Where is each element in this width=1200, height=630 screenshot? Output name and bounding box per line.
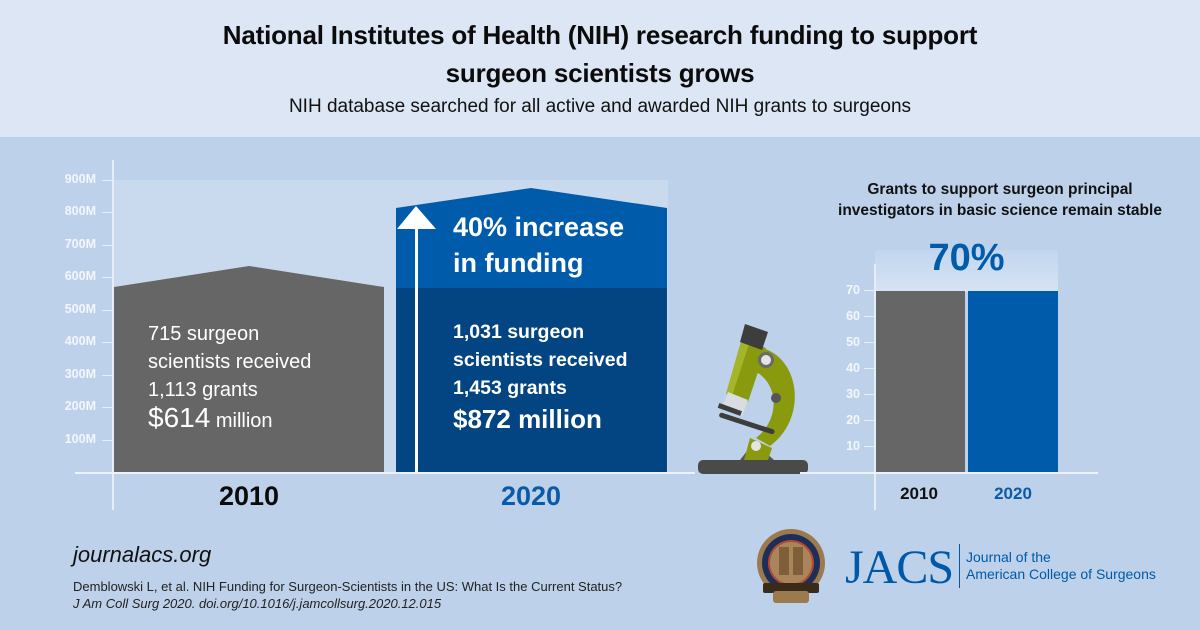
grants-2020: 1,453 grants: [453, 377, 567, 399]
acs-seal-icon: [757, 529, 825, 603]
right-y-tick: [864, 420, 874, 421]
right-y-axis: [874, 264, 876, 510]
increase-headline: 40% increase in funding: [453, 209, 624, 281]
highlight-percent: 70%: [928, 237, 1005, 279]
increase-arrow-head: [397, 206, 436, 229]
title-line-2: surgeon scientists grows: [445, 58, 755, 88]
right-bar-2010: [876, 291, 965, 472]
x-label-2010: 2010: [218, 481, 280, 511]
y-tick-label: 200M: [64, 399, 96, 413]
y-tick-label: 100M: [64, 432, 96, 446]
y-tick-label: 900M: [64, 172, 96, 186]
right-y-tick-label: 10: [846, 439, 860, 453]
right-chart-title: Grants to support surgeon principal inve…: [820, 179, 1180, 221]
y-tick: [102, 407, 112, 408]
y-tick: [102, 277, 112, 278]
bar-2020-bottom: [396, 288, 667, 472]
y-tick-label: 500M: [64, 302, 96, 316]
y-tick: [102, 212, 112, 213]
increase-headline-2: in funding: [453, 248, 584, 278]
bar-2010-label: 715 surgeon scientists received 1,113 gr…: [148, 320, 311, 435]
right-y-tick: [864, 342, 874, 343]
right-plot-background: [875, 250, 1058, 292]
y-tick-label: 700M: [64, 237, 96, 251]
right-y-tick: [864, 368, 874, 369]
right-title-line-1: Grants to support surgeon principal: [867, 181, 1133, 198]
title-line-1: National Institutes of Health (NIH) rese…: [222, 20, 978, 50]
right-y-tick: [864, 290, 874, 291]
scientists-2010: 715 surgeon: [148, 323, 260, 345]
microscope-icon: [698, 324, 808, 474]
y-tick: [102, 440, 112, 441]
journal-website-link[interactable]: journalacs.org: [73, 542, 212, 567]
right-bar-2020: [968, 291, 1058, 472]
bar-2010: [114, 266, 384, 472]
citation-line-2: J Am Coll Surg 2020. doi.org/10.1016/j.j…: [73, 596, 442, 611]
y-tick-label: 600M: [64, 269, 96, 283]
y-tick: [102, 375, 112, 376]
received-2010: scientists received: [148, 351, 312, 373]
bar-2020-label: 1,031 surgeon scientists received 1,453 …: [453, 318, 628, 436]
logo-divider: [959, 544, 960, 588]
right-y-tick: [864, 316, 874, 317]
citation-line-1: Demblowski L, et al. NIH Funding for Sur…: [73, 579, 623, 594]
journal-name: Journal of the American College of Surge…: [966, 549, 1156, 583]
x-axis: [75, 472, 695, 474]
x-label-2020: 2020: [500, 481, 562, 511]
right-y-tick-label: 40: [846, 361, 860, 375]
bar-2020-top: [396, 188, 667, 289]
right-y-tick-label: 30: [846, 387, 860, 401]
journal-name-line-2: American College of Surgeons: [966, 566, 1156, 582]
right-x-label-2020: 2020: [994, 484, 1032, 503]
right-y-tick: [864, 446, 874, 447]
right-x-axis: [800, 472, 1098, 474]
scientists-2020: 1,031 surgeon: [453, 321, 585, 343]
page-subtitle: NIH database searched for all active and…: [288, 96, 912, 117]
right-y-tick-label: 20: [846, 413, 860, 427]
header: National Institutes of Health (NIH) rese…: [0, 0, 1200, 137]
jacs-logo: JACS: [845, 541, 954, 594]
right-x-label-2010: 2010: [900, 484, 938, 503]
y-axis: [112, 160, 114, 510]
y-tick-label: 300M: [64, 367, 96, 381]
y-tick: [102, 245, 112, 246]
right-y-tick-label: 70: [846, 283, 860, 297]
y-tick: [102, 180, 112, 181]
right-y-tick-label: 50: [846, 335, 860, 349]
journal-name-line-1: Journal of the: [966, 549, 1051, 565]
grants-2010: 1,113 grants: [148, 379, 258, 401]
right-title-line-2: investigators in basic science remain st…: [838, 202, 1162, 219]
received-2020: scientists received: [453, 349, 628, 371]
amount-2020: $872 million: [453, 404, 602, 434]
y-tick: [102, 342, 112, 343]
amount-unit-2010: million: [210, 410, 273, 432]
increase-arrow-shaft: [415, 228, 418, 472]
y-tick: [102, 310, 112, 311]
right-y-tick-label: 60: [846, 309, 860, 323]
y-tick-label: 800M: [64, 204, 96, 218]
increase-headline-1: 40% increase: [453, 212, 625, 242]
y-tick-label: 400M: [64, 334, 96, 348]
amount-value-2010: $614: [148, 402, 211, 433]
right-y-tick: [864, 394, 874, 395]
page-title: National Institutes of Health (NIH) rese…: [0, 16, 1200, 92]
amount-2010: $614 million: [148, 404, 311, 435]
